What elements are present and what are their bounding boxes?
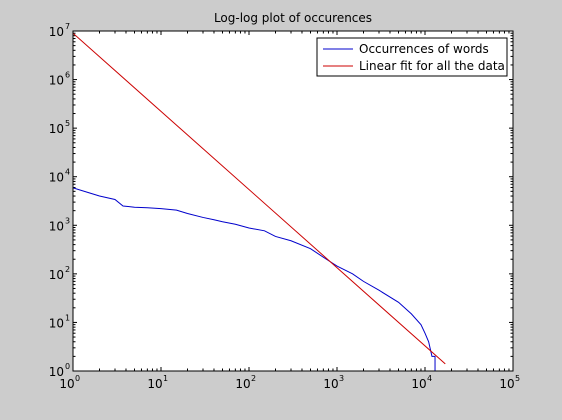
y-tick-label: 10 [49, 316, 64, 330]
x-tick-label-exponent: 5 [515, 374, 520, 383]
series-line-1 [73, 187, 436, 371]
y-tick-label: 10 [49, 74, 64, 88]
x-tick-label: 10 [499, 377, 514, 391]
y-tick-label-exponent: 4 [65, 168, 70, 177]
x-tick-label: 10 [59, 377, 74, 391]
x-tick-label: 10 [411, 377, 426, 391]
series-layer [73, 32, 446, 371]
plot-area [73, 31, 513, 371]
axis-tick-labels: 10 0 10 1 10 2 10 3 10 4 10 510 010 110 210 310 410 510 61… [49, 22, 520, 391]
y-tick-label: 10 [49, 122, 64, 136]
x-tick-label-exponent: 1 [163, 374, 168, 383]
legend: Occurrences of words Linear fit for all t… [316, 37, 508, 77]
y-tick-label-exponent: 1 [65, 313, 70, 322]
x-tick-label-exponent: 2 [251, 374, 256, 383]
series-line-2 [73, 32, 446, 365]
y-tick-label: 10 [49, 268, 64, 282]
x-tick-label-exponent: 0 [75, 374, 80, 383]
plot-frame [72, 30, 514, 372]
y-tick-label-exponent: 3 [65, 216, 70, 225]
legend-entry: Occurrences of words [359, 42, 489, 56]
x-tick-label: 10 [147, 377, 162, 391]
y-tick-label-exponent: 2 [65, 265, 70, 274]
legend-box [316, 37, 508, 77]
x-tick-label-exponent: 4 [427, 374, 432, 383]
y-tick-label: 10 [49, 25, 64, 39]
x-tick-label: 10 [235, 377, 250, 391]
x-tick-label: 10 [323, 377, 338, 391]
x-tick-label-exponent: 3 [339, 374, 344, 383]
y-tick-label-exponent: 0 [65, 362, 70, 371]
y-tick-label-exponent: 7 [65, 22, 70, 31]
y-tick-label-exponent: 5 [65, 119, 70, 128]
legend-entry: Linear fit for all the data [359, 59, 505, 73]
y-tick-label: 10 [49, 365, 64, 379]
y-tick-label: 10 [49, 219, 64, 233]
y-tick-label: 10 [49, 171, 64, 185]
chart-title: Log-log plot of occurences [214, 11, 372, 25]
y-tick-label-exponent: 6 [65, 71, 70, 80]
